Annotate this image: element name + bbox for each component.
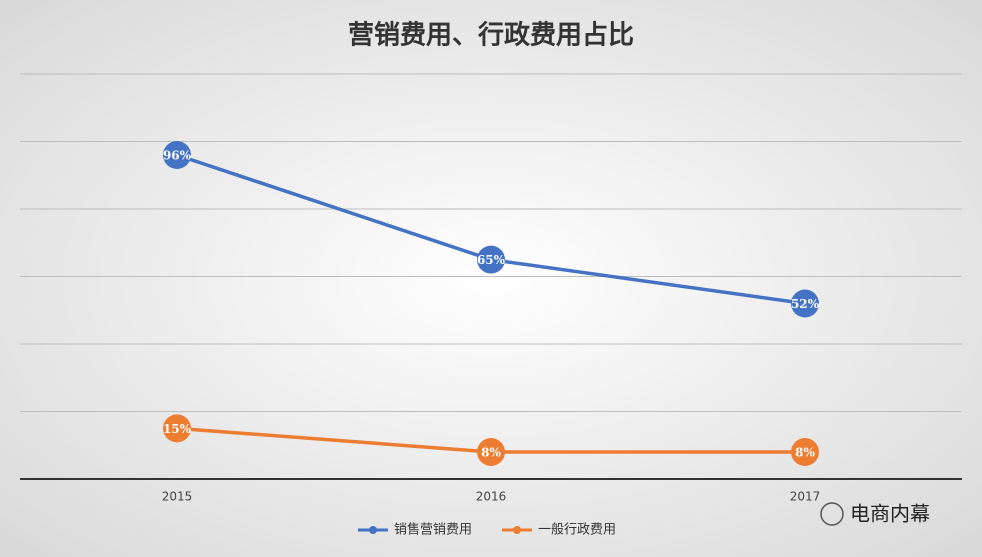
data-point — [163, 414, 191, 443]
data-point — [477, 245, 505, 274]
data-point — [791, 289, 819, 318]
x-tick-label: 2017 — [790, 490, 821, 504]
plot: 2015 2016 2017 96% 65% 52% 15% 8% 8% 销售营销费用 一般行政费用 — [20, 73, 962, 538]
legend-marker — [513, 526, 521, 534]
chart-title: 营销费用、行政费用占比 — [348, 20, 634, 51]
data-label: 96% — [163, 149, 192, 163]
x-tick-label: 2016 — [476, 490, 507, 504]
data-label: 52% — [791, 297, 820, 311]
legend-marker — [369, 526, 377, 534]
watermark-icon — [820, 502, 844, 526]
data-label: 65% — [477, 253, 506, 267]
data-point — [163, 141, 191, 169]
x-tick-label: 2015 — [162, 490, 193, 504]
legend-label: 销售营销费用 — [394, 522, 472, 538]
data-point — [791, 438, 819, 466]
watermark: 电商内幕 — [850, 502, 930, 526]
legend-label: 一般行政费用 — [538, 522, 616, 538]
data-label: 8% — [481, 446, 501, 460]
data-point — [477, 438, 505, 466]
data-label: 8% — [795, 446, 815, 460]
data-label: 15% — [163, 422, 192, 436]
